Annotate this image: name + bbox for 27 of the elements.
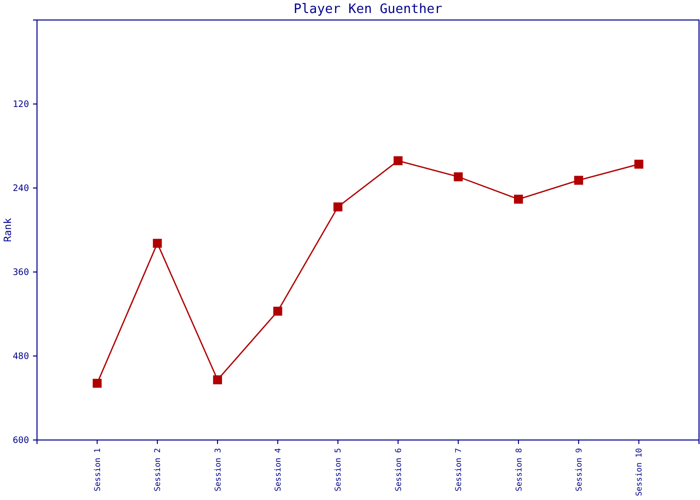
x-tick-label: Session 6 <box>394 448 403 492</box>
point <box>514 194 523 204</box>
x-tick-label: Session 3 <box>213 448 222 492</box>
y-tick-label: 600 <box>12 436 29 446</box>
x-tick-label: Session 2 <box>153 448 162 492</box>
x-tick-label: Session 1 <box>92 448 102 492</box>
point <box>454 172 463 182</box>
point <box>634 160 644 169</box>
point <box>394 156 403 166</box>
point <box>152 238 162 248</box>
point <box>574 176 584 185</box>
x-tick-label: Session 4 <box>274 448 283 492</box>
y-tick-label: 240 <box>12 184 29 194</box>
point <box>333 202 342 212</box>
x-tick-label: Session 5 <box>334 448 343 492</box>
point <box>273 306 282 316</box>
point <box>213 375 222 384</box>
y-tick-label: 120 <box>12 100 29 110</box>
y-tick-label: 480 <box>12 352 29 362</box>
y-axis-title: Rank <box>3 218 14 242</box>
point <box>92 378 102 388</box>
chart-title: Player Ken Guenther <box>294 2 443 17</box>
x-tick-label: Session 10 <box>634 448 644 496</box>
x-tick-label: Session 8 <box>514 448 524 492</box>
y-tick-label: 360 <box>12 268 29 278</box>
x-tick-label: Session 9 <box>574 448 584 492</box>
x-tick-label: Session 7 <box>454 448 464 492</box>
